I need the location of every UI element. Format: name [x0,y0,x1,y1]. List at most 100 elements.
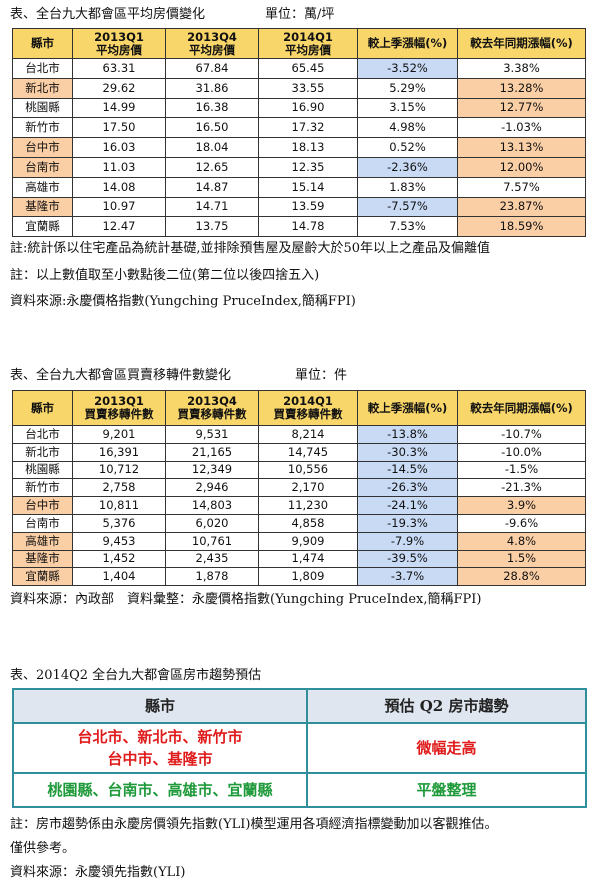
region-cell: 桃園縣、台南市、高雄市、宜蘭縣 [12,772,308,808]
header-cell: 縣市 [12,688,308,724]
region-text: 台中市、基隆市 [107,750,213,768]
header-text: 2013Q4 [187,29,237,44]
cell: 宜蘭縣 [12,567,73,587]
header-text: 較去年同期漲幅(%) [470,400,573,415]
cell: 7.57% [457,176,586,198]
note: 資料來源:永慶價格指數(Yungching PruceIndex,簡稱FPI) [10,294,356,309]
cell: 16,391 [72,442,166,462]
header-cell: 2013Q4 平均房價 [165,28,259,59]
cell: 14.71 [165,196,259,218]
cell: 8,214 [258,425,358,444]
cell: 9,531 [165,425,259,444]
forecast-table: 縣市 預估 Q2 房市趨勢 台北市、新北市、新竹市 台中市、基隆市 微幅走高桃園縣、台南… [12,688,587,808]
cell: 9,453 [72,531,166,551]
row: 台北市、新北市、新竹市 台中市、基隆市 微幅走高 [12,722,587,774]
header-text: 2014Q1 [283,29,333,44]
cell: 28.8% [457,567,586,587]
cell: 桃園縣 [12,97,73,119]
cell: 18.04 [165,137,259,158]
cell: 1,452 [72,549,166,569]
cell: 21,165 [165,442,259,462]
cell: 67.84 [165,58,259,79]
cell: 4.8% [457,531,586,551]
unit: 單位：件 [295,368,348,383]
cell: 1,809 [258,567,358,587]
header-text: 買賣移轉件數 [177,407,247,421]
cell: 10,556 [258,460,358,480]
cell: 12.35 [258,156,358,178]
cell: -2.36% [357,156,458,178]
cell: 12.00% [457,156,586,178]
header-cell: 較去年同期漲幅(%) [457,390,586,426]
cell: 17.50 [72,117,166,139]
cell: 新竹市 [12,117,73,139]
cell: 31.86 [165,77,259,99]
cell: 10,811 [72,496,166,515]
row: 新竹市 17.50 16.50 17.32 4.98% -1.03% [12,117,586,139]
table-title: 表、全台九大都會區買賣移轉件數變化 [10,368,232,383]
cell: 1.5% [457,549,586,569]
cell: 7.53% [357,216,458,238]
cell: 台南市 [12,513,73,533]
header-cell: 2013Q1 買賣移轉件數 [72,390,166,426]
header-cell: 2014Q1 買賣移轉件數 [258,390,358,426]
header-cell: 縣市 [12,390,73,426]
cell: 2,170 [258,478,358,498]
row: 基隆市 10.97 14.71 13.59 -7.57% 23.87% [12,196,586,218]
cell: 13.28% [457,77,586,99]
cell: -7.57% [357,196,458,218]
cell: 2,758 [72,478,166,498]
cell: 基隆市 [12,549,73,569]
header-text: 平均房價 [96,42,142,57]
price-table: 縣市 2013Q1 平均房價 2013Q4 平均房價 2014Q1 平均房價 較上季漲幅(%)… [12,28,586,238]
header-text: 較去年同期漲幅(%) [470,36,573,50]
cell: 14.08 [72,176,166,198]
note: 註:統計係以住宅產品為統計基礎,並排除預售屋及屋齡大於50年以上之產品及偏離值 [10,241,491,256]
cell: 18.59% [457,216,586,238]
cell: 23.87% [457,196,586,218]
cell: 9,201 [72,425,166,444]
header-text: 2013Q1 [94,29,144,44]
header-text: 縣市 [31,36,54,50]
header-text: 買賣移轉件數 [84,407,154,421]
note: 僅供參考。 [10,841,76,856]
header-cell: 2013Q4 買賣移轉件數 [165,390,259,426]
header-text: 平均房價 [285,42,331,57]
cell: 33.55 [258,77,358,99]
header-cell: 預估 Q2 房市趨勢 [306,688,587,724]
row: 宜蘭縣 1,404 1,878 1,809 -3.7% 28.8% [12,567,586,587]
cell: 5,376 [72,513,166,533]
header-cell: 較去年同期漲幅(%) [457,28,586,59]
cell: 3.9% [457,496,586,515]
header-cell: 縣市 [12,28,73,59]
note: 註：房市趨勢係由永慶房價領先指數(YLI)模型運用各項經濟指標變動加以客觀推估。 [10,817,498,832]
transfer-table: 縣市 2013Q1 買賣移轉件數 2013Q4 買賣移轉件數 2014Q1 買賣移轉件數 較上… [12,390,586,587]
cell: 12.77% [457,97,586,119]
cell: -1.03% [457,117,586,139]
row: 高雄市 14.08 14.87 15.14 1.83% 7.57% [12,176,586,198]
region-text: 桃園縣、台南市、高雄市、宜蘭縣 [47,781,273,799]
cell: 高雄市 [12,176,73,198]
cell: 14,803 [165,496,259,515]
cell: 11,230 [258,496,358,515]
cell: 4,858 [258,513,358,533]
cell: -14.5% [357,460,458,480]
cell: 新北市 [12,77,73,99]
cell: -24.1% [357,496,458,515]
header-cell: 2014Q1 平均房價 [258,28,358,59]
cell: 18.13 [258,137,358,158]
row: 台中市 16.03 18.04 18.13 0.52% 13.13% [12,137,586,158]
cell: 桃園縣 [12,460,73,480]
cell: 1.83% [357,176,458,198]
cell: 13.13% [457,137,586,158]
cell: 1,474 [258,549,358,569]
cell: 1,404 [72,567,166,587]
cell: 14.87 [165,176,259,198]
row: 新北市 29.62 31.86 33.55 5.29% 13.28% [12,77,586,99]
header-row: 縣市 2013Q1 平均房價 2013Q4 平均房價 2014Q1 平均房價 較上季漲幅(%)… [12,28,586,59]
header-row: 縣市 2013Q1 買賣移轉件數 2013Q4 買賣移轉件數 2014Q1 買賣移轉件數 較上… [12,390,586,426]
cell: 4.98% [357,117,458,139]
note: 資料來源：永慶領先指數(YLI) [10,865,186,880]
cell: 13.59 [258,196,358,218]
